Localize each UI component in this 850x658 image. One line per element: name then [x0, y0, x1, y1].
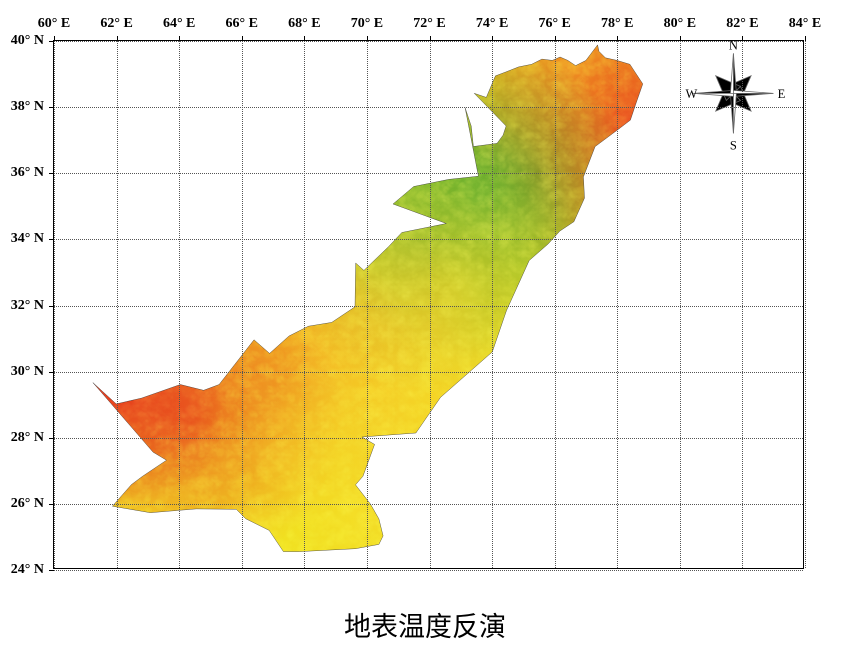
svg-text:N: N [729, 41, 738, 52]
svg-text:E: E [778, 87, 786, 101]
svg-text:W: W [685, 87, 697, 101]
svg-text:S: S [730, 138, 737, 152]
